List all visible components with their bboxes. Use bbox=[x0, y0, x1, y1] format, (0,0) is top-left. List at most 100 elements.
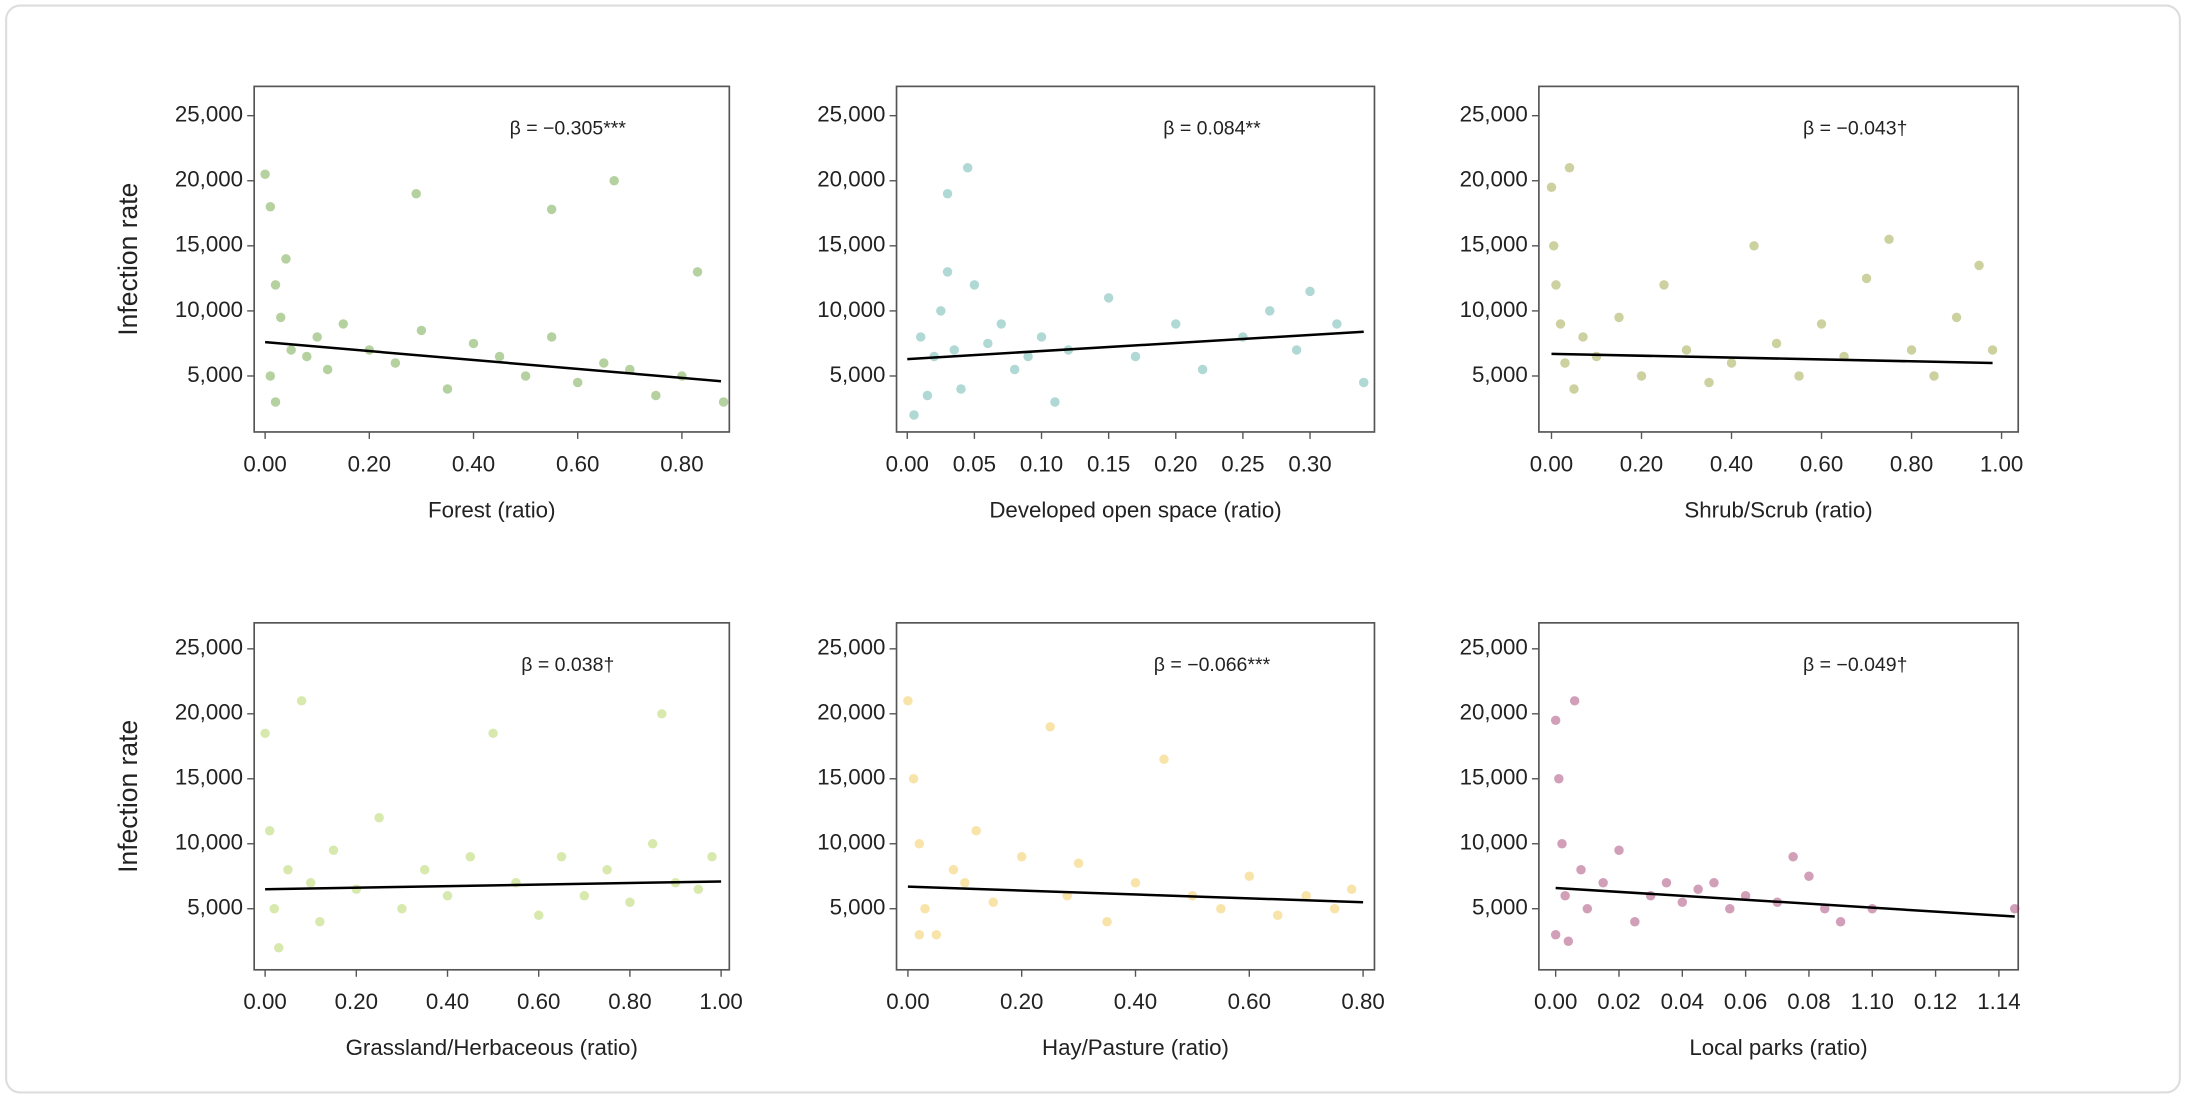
y-tick-label: 15,000 bbox=[1460, 232, 1528, 257]
point bbox=[520, 371, 531, 381]
point bbox=[1244, 871, 1255, 881]
point bbox=[1591, 351, 1602, 362]
point bbox=[442, 891, 453, 901]
point bbox=[1550, 929, 1561, 940]
point bbox=[1576, 865, 1586, 875]
point bbox=[651, 390, 661, 401]
point bbox=[625, 364, 635, 375]
points bbox=[1550, 696, 2020, 946]
point bbox=[936, 306, 946, 316]
x-tick-label: 0.20 bbox=[348, 451, 391, 476]
plot-area bbox=[1538, 85, 2020, 433]
y-tick-label: 25,000 bbox=[1460, 635, 1528, 660]
annotation: β = −0.043† bbox=[1803, 118, 1907, 140]
point bbox=[546, 204, 557, 215]
x-tick-label: 0.08 bbox=[1787, 989, 1830, 1014]
point bbox=[1582, 903, 1593, 914]
annotation: β = 0.084** bbox=[1163, 118, 1261, 140]
plot-area bbox=[253, 622, 731, 971]
y-tick-label: 5,000 bbox=[1472, 895, 1528, 920]
point bbox=[270, 280, 281, 290]
point bbox=[556, 852, 567, 862]
y-tick-label: 25,000 bbox=[175, 102, 243, 127]
y-tick-label: 20,000 bbox=[817, 700, 885, 725]
point bbox=[2009, 903, 2020, 914]
point bbox=[602, 865, 612, 875]
x-tick-label: 0.60 bbox=[556, 451, 599, 476]
y-tick-label: 20,000 bbox=[817, 167, 885, 192]
point bbox=[1614, 312, 1624, 323]
point bbox=[1560, 891, 1570, 901]
y-tick-label: 25,000 bbox=[817, 635, 885, 660]
annotation: β = −0.305*** bbox=[510, 118, 627, 140]
point bbox=[315, 916, 325, 927]
point bbox=[942, 267, 953, 277]
point bbox=[693, 884, 704, 894]
trend-line bbox=[265, 340, 722, 383]
y-tick-label: 20,000 bbox=[175, 167, 243, 192]
point bbox=[942, 189, 953, 199]
point bbox=[692, 267, 703, 277]
x-tick-label: 0.40 bbox=[452, 451, 495, 476]
point bbox=[949, 345, 959, 355]
y-tick-label: 25,000 bbox=[817, 102, 885, 127]
point bbox=[1045, 722, 1055, 732]
point bbox=[983, 338, 993, 349]
point bbox=[546, 332, 557, 342]
point bbox=[468, 338, 479, 349]
y-tick-label: 15,000 bbox=[817, 232, 885, 257]
point bbox=[1564, 163, 1575, 173]
point bbox=[1598, 878, 1608, 888]
x-axis-label: Shrub/Scrub (ratio) bbox=[1684, 497, 1872, 522]
point bbox=[1036, 332, 1047, 342]
y-tick-label: 10,000 bbox=[817, 830, 885, 855]
x-tick-label: 0.80 bbox=[1341, 989, 1384, 1014]
point bbox=[609, 176, 619, 186]
point bbox=[338, 319, 349, 329]
point bbox=[1023, 351, 1033, 362]
point bbox=[296, 696, 307, 706]
x-tick-label: 0.30 bbox=[1288, 451, 1331, 476]
x-tick-label: 0.05 bbox=[953, 451, 996, 476]
point bbox=[1130, 351, 1141, 362]
point bbox=[1987, 345, 1998, 355]
y-tick-label: 5,000 bbox=[187, 895, 243, 920]
point bbox=[1726, 358, 1737, 368]
x-tick-label: 0.04 bbox=[1661, 989, 1704, 1014]
x-tick-label: 0.00 bbox=[886, 989, 929, 1014]
y-tick-label: 10,000 bbox=[1460, 830, 1528, 855]
point bbox=[1569, 696, 1580, 706]
x-tick-label: 1.00 bbox=[699, 989, 742, 1014]
point bbox=[908, 774, 919, 784]
point bbox=[1630, 916, 1640, 927]
point bbox=[1329, 903, 1340, 914]
points bbox=[260, 696, 717, 953]
point bbox=[1301, 891, 1311, 901]
y-tick-label: 10,000 bbox=[1460, 297, 1528, 322]
point bbox=[960, 878, 970, 888]
x-tick-label: 1.10 bbox=[1851, 989, 1894, 1014]
point bbox=[903, 696, 913, 706]
y-tick-label: 5,000 bbox=[830, 895, 886, 920]
x-tick-label: 0.80 bbox=[608, 989, 651, 1014]
point bbox=[922, 390, 933, 401]
point bbox=[1291, 345, 1302, 355]
point bbox=[1563, 936, 1574, 946]
point bbox=[1661, 878, 1672, 888]
point bbox=[1569, 384, 1579, 394]
annotation: β = 0.038† bbox=[521, 654, 614, 676]
point bbox=[718, 397, 729, 407]
point bbox=[276, 312, 286, 323]
plot-area bbox=[895, 622, 1376, 971]
point bbox=[1197, 364, 1208, 375]
x-tick-label: 0.40 bbox=[426, 989, 469, 1014]
point bbox=[411, 189, 421, 199]
point bbox=[302, 351, 312, 362]
point bbox=[1560, 358, 1570, 368]
point bbox=[533, 910, 544, 920]
point bbox=[1171, 319, 1181, 329]
point bbox=[1693, 884, 1703, 894]
point bbox=[1794, 371, 1804, 381]
x-tick-label: 0.80 bbox=[1890, 451, 1933, 476]
point bbox=[416, 325, 427, 336]
